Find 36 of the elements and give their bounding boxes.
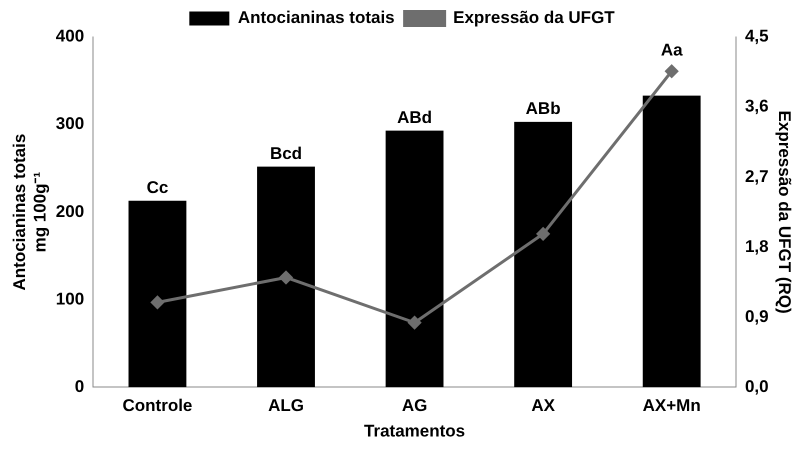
point [665, 64, 678, 78]
y-tick-label: 300 [56, 114, 84, 134]
y2-tick-label: 2,7 [744, 166, 769, 186]
point [536, 227, 550, 240]
point [150, 296, 164, 309]
annotation: Bcd [270, 144, 302, 163]
bar [257, 166, 315, 388]
point [408, 316, 422, 330]
y-tick-label: 200 [56, 202, 84, 221]
x-tick-label: AX+Mn [642, 396, 701, 416]
y-axis-title: Antocianinas totais mg 100g⁻¹ [10, 134, 50, 291]
y2-tick-label: 0,0 [744, 376, 769, 396]
y-tick-label: 0 [74, 376, 84, 396]
point [280, 270, 293, 284]
x-tick-label: ALG [268, 396, 304, 416]
legend-label: Expressão da UFGT [453, 8, 616, 28]
y-tick-label: 100 [56, 289, 84, 308]
x-tick-label: AG [402, 396, 428, 416]
y2-tick-label: 4,5 [744, 26, 769, 46]
annotation: ABb [526, 99, 561, 118]
y2-tick-label: 1,8 [744, 236, 769, 256]
y2-tick-label: 0,9 [744, 306, 769, 326]
x-tick-label: AX [531, 396, 556, 416]
bar [128, 200, 186, 388]
bar [386, 130, 444, 388]
x-axis-title: Tratamentos [364, 421, 466, 440]
bar [642, 96, 701, 388]
annotation: ABd [397, 108, 432, 127]
annotation: Aa [660, 40, 684, 60]
y-tick-label: 400 [56, 26, 84, 46]
y2-tick-label: 3,6 [744, 96, 769, 116]
bar [514, 122, 572, 388]
annotation: Cc [146, 178, 168, 197]
y2-axis-title: Expressão da UFGT (RQ) [775, 110, 794, 314]
legend-label: Antocianinas totais [238, 8, 395, 28]
x-tick-label: Controle [122, 396, 192, 416]
